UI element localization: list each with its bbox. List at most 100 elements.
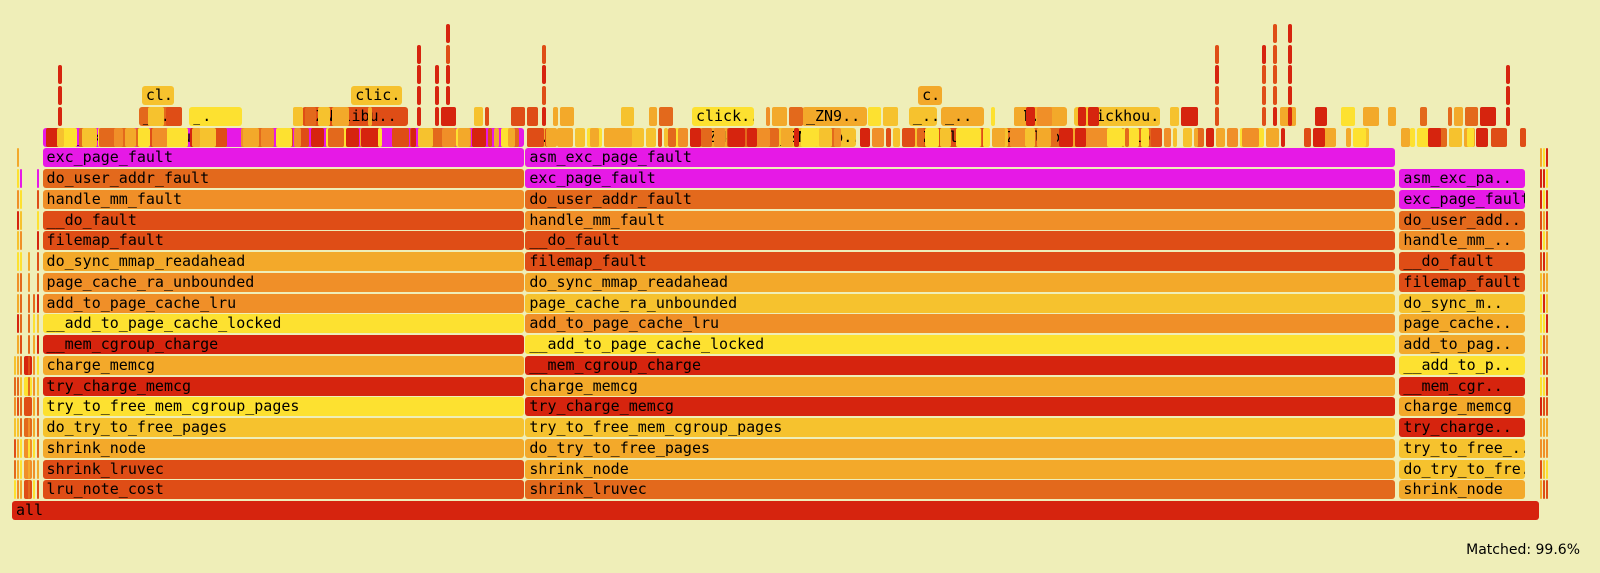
frame-sliver[interactable]: [992, 127, 1006, 147]
frame-sliver[interactable]: [82, 127, 98, 147]
frame-sliver[interactable]: [57, 106, 62, 126]
frame-sliver[interactable]: [318, 106, 331, 126]
frame-sliver[interactable]: [1543, 438, 1545, 458]
frame-sliver[interactable]: [346, 127, 360, 147]
frame-sliver[interactable]: [20, 189, 22, 209]
frame-sliver[interactable]: [1014, 106, 1025, 126]
frame-sliver[interactable]: [1543, 459, 1545, 479]
frame-sliver[interactable]: [1546, 397, 1548, 417]
frame-sliver[interactable]: [1448, 106, 1453, 126]
frame-sliver[interactable]: [148, 106, 165, 126]
frame-sliver[interactable]: [20, 272, 22, 292]
frame-sliver[interactable]: [305, 106, 317, 126]
frame-sliver[interactable]: [514, 127, 520, 147]
frame-sliver[interactable]: [33, 459, 35, 479]
frame-sliver[interactable]: [701, 127, 713, 147]
frame-sliver[interactable]: [17, 480, 19, 500]
frame-sliver[interactable]: [37, 397, 39, 417]
frame-sliver[interactable]: [1540, 418, 1542, 437]
frame-sliver[interactable]: [114, 127, 124, 147]
frame-sliver[interactable]: [17, 148, 19, 168]
frame-sliver[interactable]: [1543, 210, 1545, 230]
frame-add-to-pag[interactable]: add_to_pag..: [1399, 335, 1526, 354]
frame-sliver[interactable]: [311, 127, 325, 147]
frame-sliver[interactable]: [20, 355, 22, 375]
frame-sliver[interactable]: [37, 169, 39, 188]
frame-sliver[interactable]: [17, 252, 19, 271]
frame-sliver[interactable]: [1540, 148, 1542, 168]
frame-filemap-fault[interactable]: filemap_fault: [42, 231, 525, 251]
frame-sliver[interactable]: [37, 438, 39, 458]
frame-sliver[interactable]: [17, 272, 19, 292]
frame-sliver[interactable]: [1546, 169, 1548, 188]
frame-sliver[interactable]: [1540, 335, 1542, 354]
frame-sliver[interactable]: [759, 127, 771, 147]
frame-sliver[interactable]: [1266, 127, 1280, 147]
frame-sliver[interactable]: [17, 335, 19, 354]
frame-sliver[interactable]: [20, 314, 22, 334]
frame-sliver[interactable]: [1546, 376, 1548, 396]
frame-sliver[interactable]: [1102, 127, 1110, 147]
frame-sliver[interactable]: [416, 65, 421, 85]
frame-sliver[interactable]: [33, 376, 35, 396]
frame-add-to-page-cache-lru[interactable]: add_to_page_cache_lru: [525, 314, 1396, 334]
frame-sliver[interactable]: [1227, 127, 1239, 147]
frame-sliver[interactable]: [488, 127, 493, 147]
frame-sliver[interactable]: [1543, 376, 1545, 396]
frame-sliver[interactable]: [658, 127, 663, 147]
frame-sliver[interactable]: [28, 272, 30, 292]
frame-sliver[interactable]: [213, 106, 221, 126]
frame-sliver[interactable]: [542, 106, 547, 126]
frame-sliver[interactable]: [28, 438, 30, 458]
frame-sliver[interactable]: [57, 86, 62, 105]
frame-sliver[interactable]: [17, 355, 19, 375]
frame-charge-memcg[interactable]: charge_memcg: [1399, 397, 1526, 417]
frame-sliver[interactable]: [28, 459, 30, 479]
frame-sliver[interactable]: [61, 127, 78, 147]
frame-sliver[interactable]: [20, 438, 22, 458]
frame-sliver[interactable]: [1540, 210, 1542, 230]
frame-sliver[interactable]: [1388, 106, 1397, 126]
frame-sliver[interactable]: [17, 169, 19, 188]
frame-sliver[interactable]: [1540, 376, 1542, 396]
frame-sliver[interactable]: [781, 127, 794, 147]
frame-page-cache-ra-unbounded[interactable]: page_cache_ra_unbounded: [525, 293, 1396, 313]
frame-sliver[interactable]: [14, 480, 16, 500]
frame-sliver[interactable]: [442, 127, 457, 147]
frame-sliver[interactable]: [1543, 169, 1545, 188]
frame-sliver[interactable]: [886, 127, 892, 147]
frame-sliver[interactable]: [1025, 127, 1036, 147]
frame-sliver[interactable]: [1506, 86, 1511, 105]
frame-sliver[interactable]: [14, 438, 16, 458]
frame-sliver[interactable]: [1088, 127, 1106, 147]
frame-sliver[interactable]: [1353, 127, 1367, 147]
frame-sliver[interactable]: [1010, 127, 1027, 147]
frame-try-charge-memcg[interactable]: try_charge_memcg: [525, 397, 1396, 417]
frame-sliver[interactable]: [1417, 127, 1431, 147]
frame-sliver[interactable]: [20, 459, 22, 479]
frame-sliver[interactable]: [557, 127, 574, 147]
frame-sliver[interactable]: [1287, 23, 1292, 43]
frame-sliver[interactable]: [542, 86, 547, 105]
frame-sliver[interactable]: [176, 127, 189, 147]
frame-sliver[interactable]: [604, 127, 618, 147]
frame-sliver[interactable]: [37, 418, 39, 437]
frame-sliver[interactable]: [1543, 293, 1545, 313]
frame-sliver[interactable]: [418, 127, 434, 147]
frame-sliver[interactable]: [819, 127, 833, 147]
frame-sliver[interactable]: [28, 376, 30, 396]
frame-sliver[interactable]: [33, 438, 35, 458]
frame-sliver[interactable]: [37, 252, 39, 271]
frame-page-cache-ra-unbounded[interactable]: page_cache_ra_unbounded: [42, 272, 525, 292]
frame-sliver[interactable]: [1214, 65, 1219, 85]
frame-exc-page-fault[interactable]: exc_page_fault: [42, 148, 525, 168]
frame-sliver[interactable]: [1242, 127, 1260, 147]
frame-sliver[interactable]: [690, 127, 702, 147]
frame-sliver[interactable]: [28, 480, 30, 500]
frame-sliver[interactable]: [629, 127, 645, 147]
frame-sliver[interactable]: [430, 127, 444, 147]
frame-sliver[interactable]: [747, 127, 758, 147]
frame-sliver[interactable]: [1214, 86, 1219, 105]
frame-sliver[interactable]: [57, 65, 62, 85]
frame-sliver[interactable]: [917, 127, 925, 147]
